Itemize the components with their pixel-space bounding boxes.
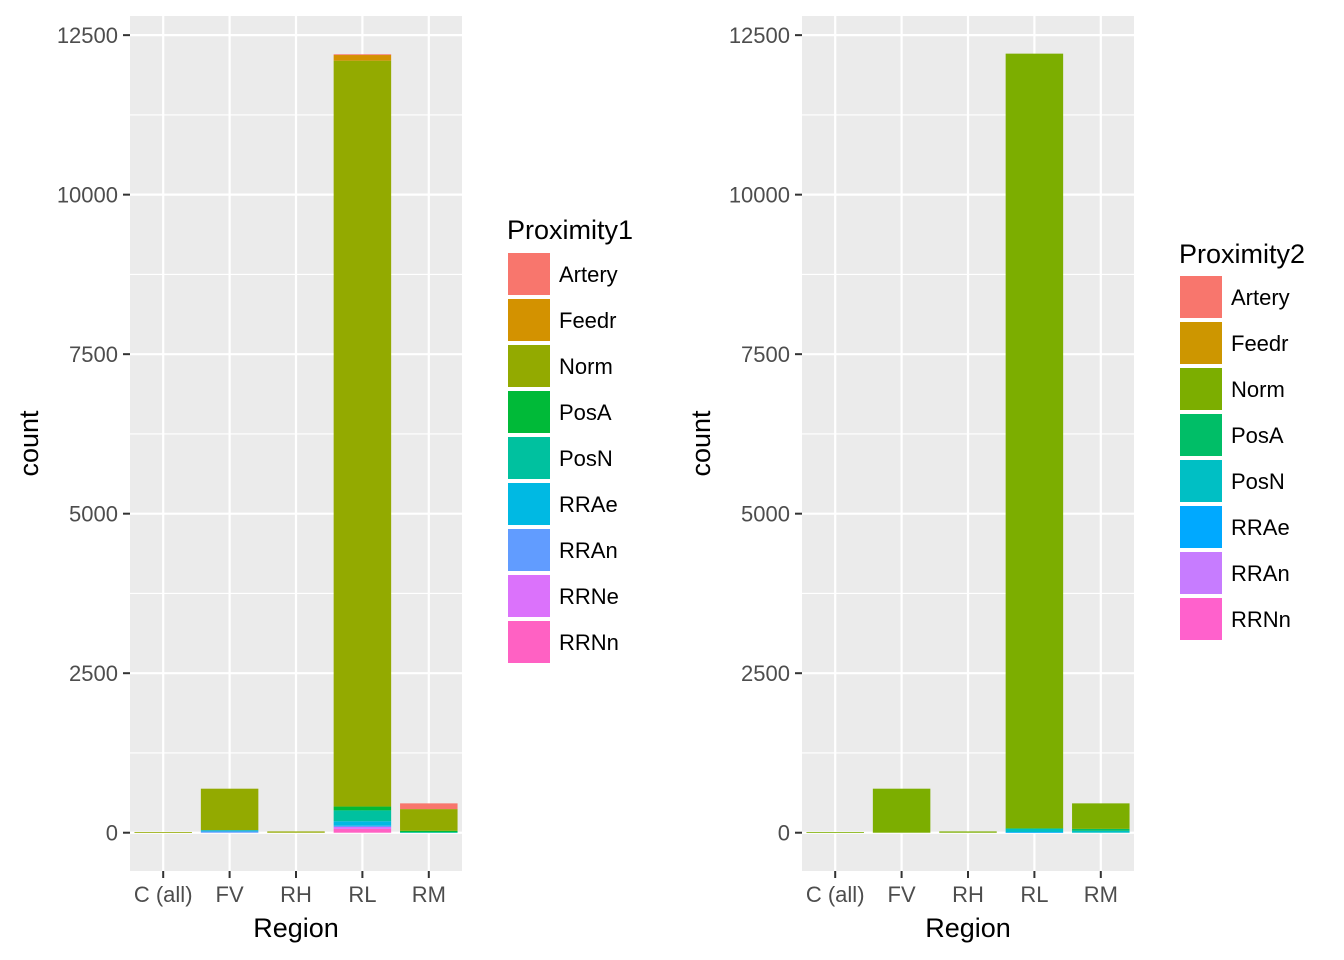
x-tick-label: FV — [216, 882, 244, 907]
y-tick-label: 12500 — [729, 23, 790, 48]
legend-label: Artery — [1231, 285, 1290, 310]
legend: Proximity2 Artery Feedr Norm PosA PosN RRAe RRA… — [1179, 239, 1305, 640]
x-tick-label: RH — [952, 882, 984, 907]
y-tick-label: 5000 — [69, 502, 118, 527]
legend-swatch — [1180, 598, 1222, 640]
legend-label: PosN — [559, 446, 613, 471]
bar-posn-rl — [1005, 828, 1064, 833]
bar-feedr-rl — [333, 54, 392, 61]
legend-swatch — [1180, 368, 1222, 410]
y-tick-label: 5000 — [741, 502, 790, 527]
bar-norm-fv — [200, 788, 259, 831]
legend-swatch — [508, 391, 550, 433]
y-tick-label: 10000 — [57, 183, 118, 208]
bar-norm-fv — [872, 788, 931, 833]
x-tick-label: RL — [1020, 882, 1048, 907]
legend-label: Norm — [559, 354, 613, 379]
bar-norm-call — [134, 832, 192, 833]
x-tick-label: RL — [348, 882, 376, 907]
x-tick-label: RM — [1084, 882, 1118, 907]
x-tick-label: RH — [280, 882, 312, 907]
legend-swatch — [508, 483, 550, 525]
bar-rrae-rl — [1005, 832, 1064, 833]
y-tick-label: 12500 — [57, 23, 118, 48]
legend-swatch — [1180, 414, 1222, 456]
legend-swatch — [1180, 460, 1222, 502]
legend-swatch — [508, 345, 550, 387]
legend-label: Artery — [559, 262, 618, 287]
bar-norm-rh — [939, 831, 997, 833]
bar-norm-rh — [267, 831, 325, 833]
legend-label: RRAn — [559, 538, 618, 563]
bar-artery-rl — [333, 54, 392, 56]
bar-rran-fv — [200, 831, 259, 833]
legend-label: PosN — [1231, 469, 1285, 494]
y-tick-label: 2500 — [741, 661, 790, 686]
bar-rrae-fv — [200, 830, 259, 832]
x-tick-label: RM — [412, 882, 446, 907]
bar-norm-call — [806, 832, 864, 833]
legend-label: Feedr — [559, 308, 616, 333]
legend-swatch — [1180, 506, 1222, 548]
x-tick-label: C (all) — [134, 882, 193, 907]
bar-rran-rl — [333, 825, 392, 827]
bar-norm-rm — [1072, 803, 1130, 829]
legend-label: RRAn — [1231, 561, 1290, 586]
legend-label: RRNn — [1231, 607, 1291, 632]
bar-rrae-rl — [333, 821, 392, 826]
legend: Proximity1 Artery Feedr Norm PosA PosN RRAe RRA… — [507, 215, 633, 663]
y-tick-label: 2500 — [69, 661, 118, 686]
legend-label: Feedr — [1231, 331, 1288, 356]
bar-posn-rl — [333, 810, 392, 822]
bar-posn-rm — [400, 832, 458, 833]
legend-swatch — [508, 437, 550, 479]
bar-rrne-rl — [333, 826, 392, 829]
legend-swatch — [1180, 552, 1222, 594]
x-axis-title: Region — [925, 913, 1011, 943]
legend-swatch — [508, 575, 550, 617]
legend-label: RRAe — [559, 492, 618, 517]
legend-swatch — [508, 253, 550, 295]
bar-rrnn-rl — [333, 828, 392, 833]
legend-label: Norm — [1231, 377, 1285, 402]
x-axis-title: Region — [253, 913, 339, 943]
bar-posn-rm — [1072, 830, 1130, 833]
x-tick-label: FV — [888, 882, 916, 907]
bar-norm-rl — [333, 60, 392, 807]
legend-swatch — [508, 621, 550, 663]
bar-posa-rl — [333, 806, 392, 811]
bar-norm-rm — [400, 809, 458, 831]
y-tick-label: 7500 — [69, 342, 118, 367]
y-axis-title: count — [14, 410, 44, 477]
bar-norm-rl — [1005, 53, 1064, 829]
legend-swatch — [1180, 322, 1222, 364]
bar-posa-rm — [1072, 828, 1130, 831]
legend-swatch — [508, 529, 550, 571]
chart-2: 0 2500 5000 7500 10000 12500 C (all) FV RH RL RM Re… — [686, 16, 1305, 943]
legend-swatch — [1180, 276, 1222, 318]
legend-label: PosA — [1231, 423, 1284, 448]
chart-1: 0 2500 5000 7500 10000 12500 C (all) FV RH RL RM Re… — [14, 16, 633, 943]
legend-swatch — [508, 299, 550, 341]
legend-label: RRNn — [559, 630, 619, 655]
legend-label: RRAe — [1231, 515, 1290, 540]
y-tick-label: 7500 — [741, 342, 790, 367]
legend-label: RRNe — [559, 584, 619, 609]
y-tick-label: 0 — [778, 821, 790, 846]
bar-posa-rm — [400, 830, 458, 833]
bar-artery-rm — [400, 803, 458, 810]
bar-posa-rl — [1005, 828, 1064, 830]
y-axis-title: count — [686, 410, 716, 477]
legend-label: PosA — [559, 400, 612, 425]
y-tick-label: 0 — [106, 821, 118, 846]
y-tick-label: 10000 — [729, 183, 790, 208]
legend-title: Proximity1 — [507, 215, 633, 245]
legend-title: Proximity2 — [1179, 239, 1305, 269]
x-tick-label: C (all) — [806, 882, 865, 907]
